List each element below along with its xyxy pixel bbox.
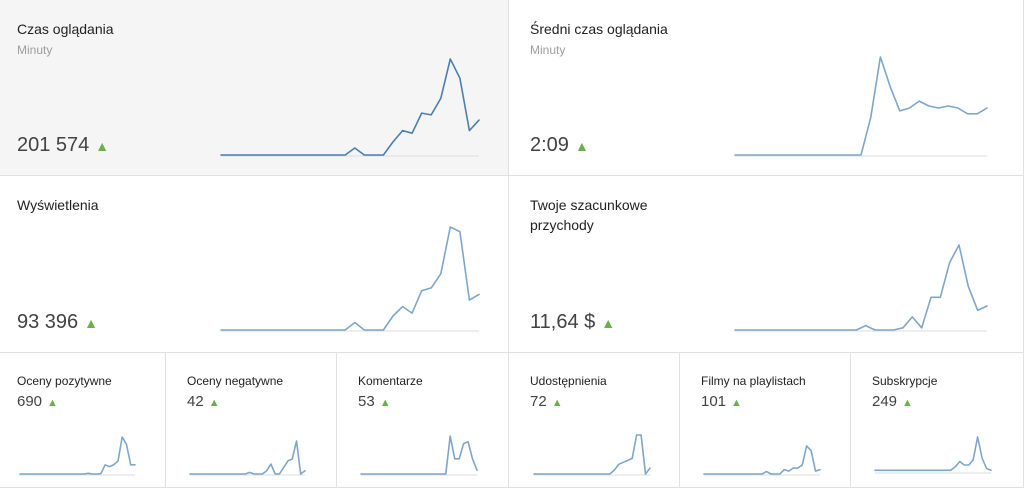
card-subtitle: Minuty <box>530 43 566 57</box>
sparkline-watch-time <box>220 58 480 157</box>
metric-value: 72 <box>530 393 547 410</box>
card-watch-time[interactable]: Czas oglądania Minuty 201 574 ▲ <box>0 0 509 176</box>
sparkline-line <box>189 440 306 475</box>
metric-value: 11,64 $ <box>530 311 596 333</box>
metric-value: 53 <box>358 393 375 410</box>
sparkline-line <box>533 434 651 475</box>
card-dislikes[interactable]: Oceny negatywne 42 ▲ <box>166 353 337 488</box>
metric-value: 101 <box>701 393 727 410</box>
card-value: 2:09 ▲ <box>530 134 589 157</box>
sparkline-shares <box>533 434 651 476</box>
metric-value: 2:09 <box>530 134 569 156</box>
card-likes[interactable]: Oceny pozytywne 690 ▲ <box>0 353 166 488</box>
card-title: Czas oglądania <box>17 21 114 37</box>
sparkline-subscribers <box>874 436 992 474</box>
card-title: Komentarze <box>358 374 423 388</box>
sparkline-line <box>220 226 480 331</box>
sparkline-line <box>734 244 988 331</box>
card-title: Twoje szacunkowe przychody <box>530 197 648 233</box>
card-title: Subskrypcje <box>872 374 938 388</box>
sparkline-line <box>360 435 478 475</box>
card-playlist-adds[interactable]: Filmy na playlistach 101 ▲ <box>680 353 851 488</box>
card-value: 690 ▲ <box>17 393 58 410</box>
sparkline-comments <box>360 435 478 476</box>
sparkline-views <box>220 226 480 332</box>
card-views[interactable]: Wyświetlenia 93 396 ▲ <box>0 176 509 353</box>
card-title: Oceny negatywne <box>187 374 284 388</box>
sparkline-playlist-adds <box>703 445 821 476</box>
sparkline-estimated-revenue <box>734 244 988 332</box>
trend-up-icon: ▲ <box>95 138 110 154</box>
metric-value: 690 <box>17 393 43 410</box>
sparkline-line <box>220 58 480 156</box>
metric-value: 42 <box>187 393 204 410</box>
trend-up-icon: ▲ <box>551 397 563 409</box>
card-comments[interactable]: Komentarze 53 ▲ <box>337 353 509 488</box>
card-title: Udostępnienia <box>530 374 607 388</box>
card-value: 11,64 $ ▲ <box>530 311 615 334</box>
trend-up-icon: ▲ <box>84 315 99 331</box>
trend-up-icon: ▲ <box>208 397 220 409</box>
card-estimated-revenue[interactable]: Twoje szacunkowe przychody 11,64 $ ▲ <box>509 176 1024 353</box>
sparkline-likes <box>19 436 136 476</box>
card-value: 72 ▲ <box>530 393 563 410</box>
card-subtitle: Minuty <box>17 43 53 57</box>
card-title: Średni czas oglądania <box>530 21 668 37</box>
trend-up-icon: ▲ <box>601 315 616 331</box>
card-value: 53 ▲ <box>358 393 391 410</box>
card-title: Wyświetlenia <box>17 197 99 213</box>
card-value: 201 574 ▲ <box>17 134 109 157</box>
trend-up-icon: ▲ <box>731 397 742 409</box>
metric-value: 201 574 <box>17 134 90 156</box>
sparkline-line <box>874 436 992 472</box>
card-value: 42 ▲ <box>187 393 220 410</box>
sparkline-line <box>734 56 988 156</box>
card-value: 249 ▲ <box>872 393 913 410</box>
card-subscribers[interactable]: Subskrypcje 249 ▲ <box>851 353 1024 488</box>
card-avg-view-duration[interactable]: Średni czas oglądania Minuty 2:09 ▲ <box>509 0 1024 176</box>
sparkline-dislikes <box>189 440 306 476</box>
metric-value: 249 <box>872 393 898 410</box>
sparkline-line <box>19 436 136 475</box>
trend-up-icon: ▲ <box>379 397 391 409</box>
card-shares[interactable]: Udostępnienia 72 ▲ <box>509 353 680 488</box>
card-title: Oceny pozytywne <box>17 374 112 388</box>
card-value: 101 ▲ <box>701 393 742 410</box>
trend-up-icon: ▲ <box>574 138 589 154</box>
sparkline-avg-view-duration <box>734 56 988 157</box>
card-value: 93 396 ▲ <box>17 311 98 334</box>
sparkline-line <box>703 445 821 475</box>
trend-up-icon: ▲ <box>902 397 913 409</box>
trend-up-icon: ▲ <box>47 397 58 409</box>
metric-value: 93 396 <box>17 311 79 333</box>
card-title: Filmy na playlistach <box>701 374 806 388</box>
